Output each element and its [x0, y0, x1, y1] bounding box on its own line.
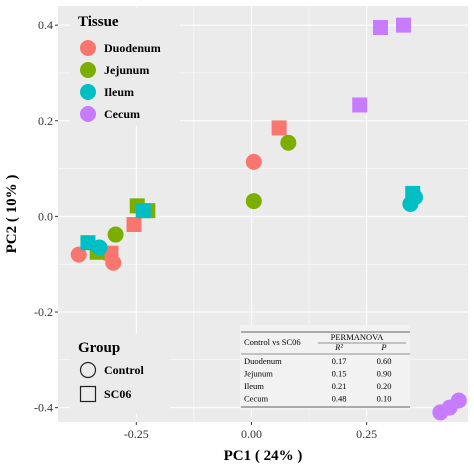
- x-axis-ticks: -0.25 0.00 0.25: [124, 422, 377, 441]
- data-point-jejunum-control: [280, 134, 297, 151]
- x-tick-label: 0.25: [356, 427, 377, 441]
- y-axis-title: PC2 ( 10% ): [4, 175, 20, 254]
- legend-key-duodenum: [80, 40, 96, 56]
- y-tick-label: 0.4: [38, 18, 53, 32]
- legend-label-jejunum: Jejunum: [104, 63, 149, 77]
- data-point-ileum-control: [91, 239, 108, 256]
- data-point-ileum-sc06: [80, 235, 96, 251]
- permanova-row-tissue: Jejunum: [244, 369, 273, 379]
- permanova-row-tissue: Duodenum: [244, 356, 282, 366]
- permanova-row-tissue: Cecum: [244, 394, 268, 404]
- data-point-cecum-sc06: [396, 17, 412, 33]
- permanova-table: Control vs SC06 PERMANOVA R² P Duodenum 0…: [240, 325, 410, 410]
- data-point-duodenum-sc06: [103, 245, 119, 261]
- permanova-row-r2: 0.21: [332, 381, 347, 391]
- x-tick-label: -0.25: [124, 427, 149, 441]
- data-point-jejunum-control: [245, 193, 262, 210]
- group-legend-title: Group: [78, 340, 120, 356]
- y-tick-label: -0.4: [34, 401, 53, 415]
- permanova-row-p: 0.60: [377, 356, 392, 366]
- permanova-col-p: P: [380, 342, 386, 352]
- permanova-header-left: Control vs SC06: [244, 337, 301, 347]
- data-point-ileum-sc06: [135, 203, 151, 219]
- legend-key-cecum: [80, 106, 96, 122]
- y-axis-ticks: -0.4 -0.2 0.0 0.2 0.4: [34, 18, 58, 415]
- permanova-row-tissue: Ileum: [244, 381, 264, 391]
- permanova-col-r2: R²: [334, 342, 343, 352]
- permanova-row-r2: 0.17: [332, 356, 347, 366]
- permanova-row-p: 0.90: [377, 369, 392, 379]
- permanova-row-p: 0.20: [377, 381, 392, 391]
- data-point-duodenum-control: [70, 246, 87, 263]
- permanova-header-right: PERMANOVA: [331, 332, 385, 342]
- permanova-row-p: 0.10: [377, 394, 392, 404]
- legend-label-ileum: Ileum: [104, 85, 134, 99]
- data-point-cecum-sc06: [352, 97, 368, 113]
- group-legend: Group Control SC06: [70, 334, 170, 414]
- data-points: [70, 17, 467, 421]
- legend-label-cecum: Cecum: [104, 107, 140, 121]
- x-tick-label: 0.00: [241, 427, 262, 441]
- legend-label-duodenum: Duodenum: [104, 41, 161, 55]
- tissue-legend: Tissue Duodenum Jejunum Ileum Cecum: [70, 8, 180, 126]
- data-point-cecum-control: [450, 392, 467, 409]
- legend-label-sc06: SC06: [104, 387, 131, 401]
- data-point-duodenum-control: [245, 153, 262, 170]
- data-point-ileum-sc06: [405, 185, 421, 201]
- legend-key-sc06: [79, 385, 97, 403]
- data-point-duodenum-sc06: [271, 120, 287, 136]
- legend-key-ileum: [80, 84, 96, 100]
- y-tick-label: 0.0: [38, 209, 53, 223]
- data-point-duodenum-sc06: [126, 217, 142, 233]
- permanova-row-r2: 0.15: [332, 369, 347, 379]
- data-point-cecum-sc06: [372, 20, 388, 36]
- tissue-legend-title: Tissue: [78, 14, 119, 30]
- permanova-row-r2: 0.48: [332, 394, 347, 404]
- legend-key-jejunum: [80, 62, 96, 78]
- y-tick-label: -0.2: [34, 305, 53, 319]
- data-point-jejunum-control: [107, 226, 124, 243]
- y-tick-label: 0.2: [38, 114, 53, 128]
- legend-key-control: [79, 361, 97, 379]
- x-axis-title: PC1 ( 24% ): [224, 448, 303, 464]
- legend-label-control: Control: [104, 363, 144, 377]
